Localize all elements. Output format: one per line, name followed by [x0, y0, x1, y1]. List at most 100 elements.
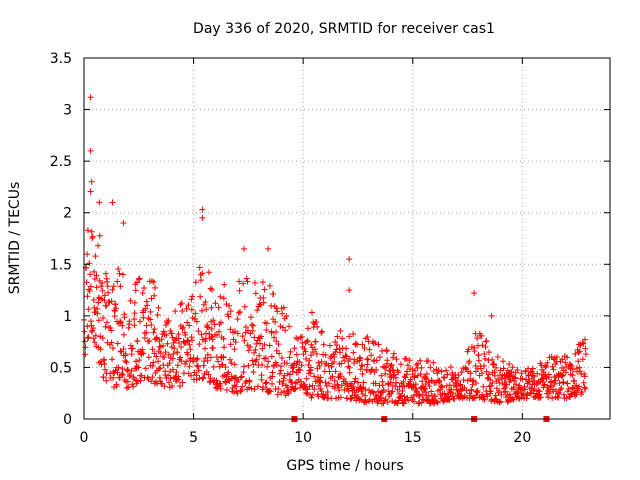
data-point — [401, 383, 408, 390]
data-point — [83, 279, 90, 286]
data-point — [152, 284, 159, 291]
data-point — [502, 388, 509, 395]
data-point — [443, 382, 450, 389]
data-point — [111, 370, 118, 377]
y-tick-label: 2.5 — [50, 154, 72, 170]
data-point — [148, 295, 155, 302]
data-point — [220, 295, 227, 302]
data-point — [521, 386, 528, 393]
data-point — [582, 345, 589, 352]
data-points — [81, 94, 589, 407]
data-point — [545, 394, 552, 401]
data-point — [237, 388, 244, 395]
data-point — [227, 326, 234, 333]
data-point — [95, 242, 102, 249]
data-point — [269, 369, 276, 376]
data-point — [108, 339, 115, 346]
data-point — [204, 351, 211, 358]
data-point — [235, 377, 242, 384]
data-point — [157, 350, 164, 357]
data-point — [103, 377, 110, 384]
data-point — [141, 284, 148, 291]
axis-ticks — [83, 57, 610, 420]
data-point — [544, 359, 551, 366]
data-point — [487, 376, 494, 383]
data-point — [516, 382, 523, 389]
data-point — [147, 308, 154, 315]
x-tick-label: 5 — [189, 430, 198, 446]
data-point — [225, 376, 232, 383]
data-point — [196, 341, 203, 348]
data-point — [393, 379, 400, 386]
data-point — [487, 382, 494, 389]
data-point — [528, 368, 535, 375]
data-point — [207, 375, 214, 382]
data-point — [475, 357, 482, 364]
data-point — [162, 349, 169, 356]
y-tick-label: 0 — [63, 412, 72, 428]
data-point — [580, 340, 587, 347]
data-point — [293, 351, 300, 358]
data-point — [525, 378, 532, 385]
data-point — [89, 233, 96, 240]
data-point — [548, 378, 555, 385]
data-point — [481, 396, 488, 403]
data-point — [136, 318, 143, 325]
data-point — [276, 370, 283, 377]
data-point — [255, 383, 262, 390]
data-point — [284, 384, 291, 391]
data-point — [549, 395, 556, 402]
data-point — [345, 388, 352, 395]
data-point — [582, 336, 589, 343]
data-point — [390, 354, 397, 361]
data-point — [129, 345, 136, 352]
x-tick-label: 20 — [513, 430, 531, 446]
data-point — [308, 352, 315, 359]
data-point — [155, 358, 162, 365]
data-point — [303, 355, 310, 362]
data-point — [199, 206, 206, 213]
data-point — [340, 375, 347, 382]
data-point — [264, 320, 271, 327]
data-point — [343, 345, 350, 352]
data-point — [96, 232, 103, 239]
data-point — [263, 379, 270, 386]
data-point — [242, 324, 249, 331]
data-point — [493, 364, 500, 371]
data-point — [326, 380, 333, 387]
data-point — [215, 304, 222, 311]
data-point — [151, 326, 158, 333]
data-point — [136, 275, 143, 282]
data-point — [509, 395, 516, 402]
data-point — [395, 369, 402, 376]
data-point — [329, 373, 336, 380]
data-point — [351, 356, 358, 363]
data-point — [160, 328, 167, 335]
data-point — [109, 345, 116, 352]
data-point — [161, 383, 168, 390]
data-point — [136, 357, 143, 364]
data-point — [266, 282, 273, 289]
data-point — [542, 364, 549, 371]
data-point — [527, 369, 534, 376]
data-point — [555, 394, 562, 401]
data-point — [388, 361, 395, 368]
data-point — [384, 357, 391, 364]
data-point — [105, 289, 112, 296]
y-tick-label: 2 — [63, 206, 72, 222]
data-point — [86, 260, 93, 267]
data-point — [552, 377, 559, 384]
data-point — [318, 358, 325, 365]
data-point — [454, 377, 461, 384]
data-point — [292, 385, 299, 392]
data-point — [531, 386, 538, 393]
data-point — [89, 235, 96, 242]
data-point — [99, 287, 106, 294]
data-point — [560, 379, 567, 386]
data-point — [167, 375, 174, 382]
data-point — [261, 341, 268, 348]
data-point — [271, 334, 278, 341]
data-point — [141, 334, 148, 341]
data-point — [240, 245, 247, 252]
data-point — [357, 355, 364, 362]
